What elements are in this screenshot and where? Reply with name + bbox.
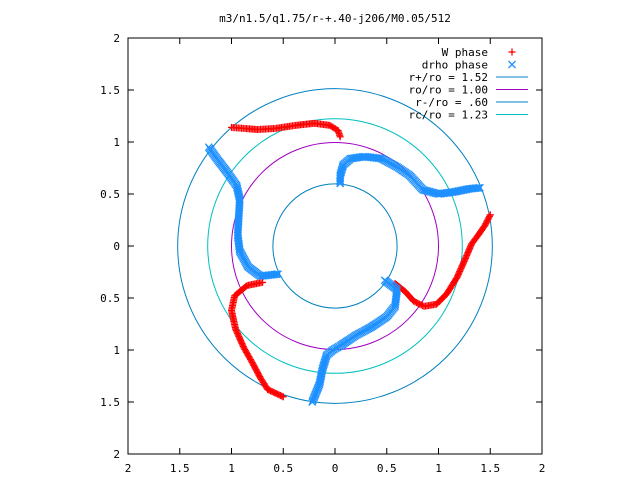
x-tick-label: 0 (332, 462, 339, 475)
chart-title: m3/n1.5/q1.75/r-+.40-j206/M0.05/512 (219, 12, 451, 25)
data-point (316, 377, 325, 386)
data-point (474, 183, 483, 192)
phase-arm (228, 119, 344, 141)
data-point (456, 186, 465, 195)
legend-label: ro/ro = 1.00 (409, 84, 488, 97)
data-point (486, 211, 494, 219)
legend-label: drho phase (422, 59, 488, 72)
series-w-phase (228, 119, 494, 401)
y-tick-label: 2 (113, 448, 120, 461)
phase-arm (228, 278, 287, 401)
y-tick-label: 1.5 (100, 396, 120, 409)
x-tick-label: 0.5 (273, 462, 293, 475)
data-point (278, 392, 286, 400)
data-point (457, 186, 466, 195)
y-tick-label: 0.5 (100, 292, 120, 305)
data-point (475, 183, 484, 192)
data-point (228, 123, 235, 131)
data-point (508, 60, 516, 69)
legend-label: r+/ro = 1.52 (409, 71, 488, 84)
data-point (258, 272, 267, 280)
y-tick-label: 1.5 (100, 84, 120, 97)
x-tick-label: 2 (539, 462, 546, 475)
y-tick-label: 1 (113, 344, 120, 357)
data-point (460, 185, 469, 194)
data-point (454, 187, 463, 195)
data-point (233, 184, 242, 193)
x-tick-label: 1.5 (480, 462, 500, 475)
y-tick-label: 2 (113, 32, 120, 45)
data-point (308, 398, 317, 406)
data-point (459, 186, 468, 195)
reference-circle (272, 183, 398, 309)
x-tick-label: 0.5 (377, 462, 397, 475)
legend-label: r-/ro = .60 (415, 96, 488, 109)
y-tick-label: 0.5 (100, 188, 120, 201)
legend-label: rc/ro = 1.23 (409, 109, 488, 122)
x-tick-label: 1 (435, 462, 442, 475)
y-tick-label: 1 (113, 136, 120, 149)
data-point (451, 187, 460, 196)
data-point (486, 212, 494, 220)
series-drho-phase (204, 143, 484, 406)
data-point (472, 184, 481, 193)
x-tick-label: 1.5 (170, 462, 190, 475)
data-point (374, 154, 383, 163)
phase-arm (336, 152, 484, 198)
phase-arm (204, 143, 283, 281)
data-point (450, 187, 458, 196)
data-point (204, 143, 213, 152)
phase-arm (391, 211, 494, 310)
data-point (391, 299, 400, 307)
data-point (508, 48, 516, 56)
data-point (453, 187, 462, 196)
data-point (279, 393, 287, 401)
reference-circles (177, 88, 493, 404)
phase-points (204, 119, 494, 406)
legend-label: W phase (442, 46, 488, 59)
reference-circle (207, 118, 463, 374)
axis-ticks: 2 1.5 1 0.5 0 0.5 1 1.5 221.510.500.511.52 (100, 32, 545, 475)
x-tick-label: 1 (228, 462, 235, 475)
reference-circle (177, 88, 493, 404)
x-tick-label: 2 (125, 462, 132, 475)
phase-arm (308, 276, 402, 406)
y-tick-label: 0 (113, 240, 120, 253)
